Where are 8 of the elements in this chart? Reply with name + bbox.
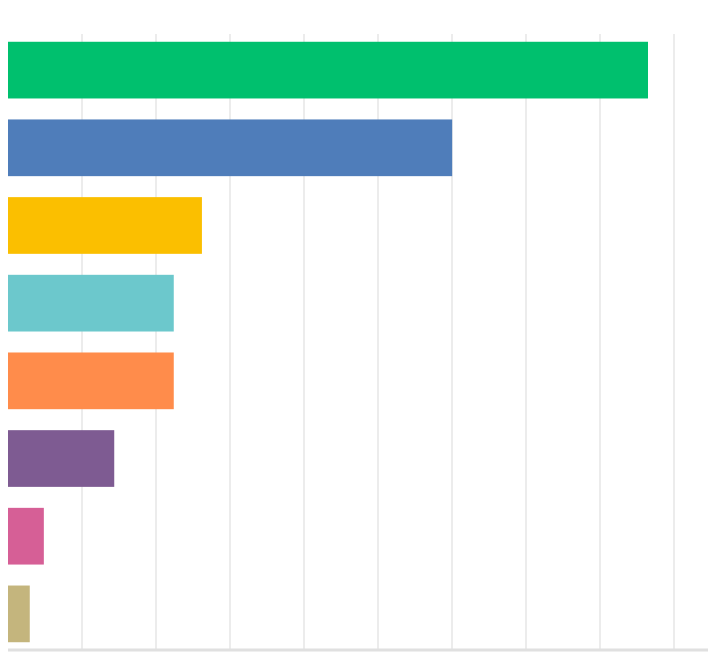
bar <box>8 507 44 565</box>
bar <box>8 41 648 99</box>
bar <box>8 585 30 643</box>
bar <box>8 119 453 177</box>
bar <box>8 197 202 254</box>
bar <box>8 430 115 487</box>
bar <box>8 352 174 410</box>
bar <box>8 274 174 332</box>
